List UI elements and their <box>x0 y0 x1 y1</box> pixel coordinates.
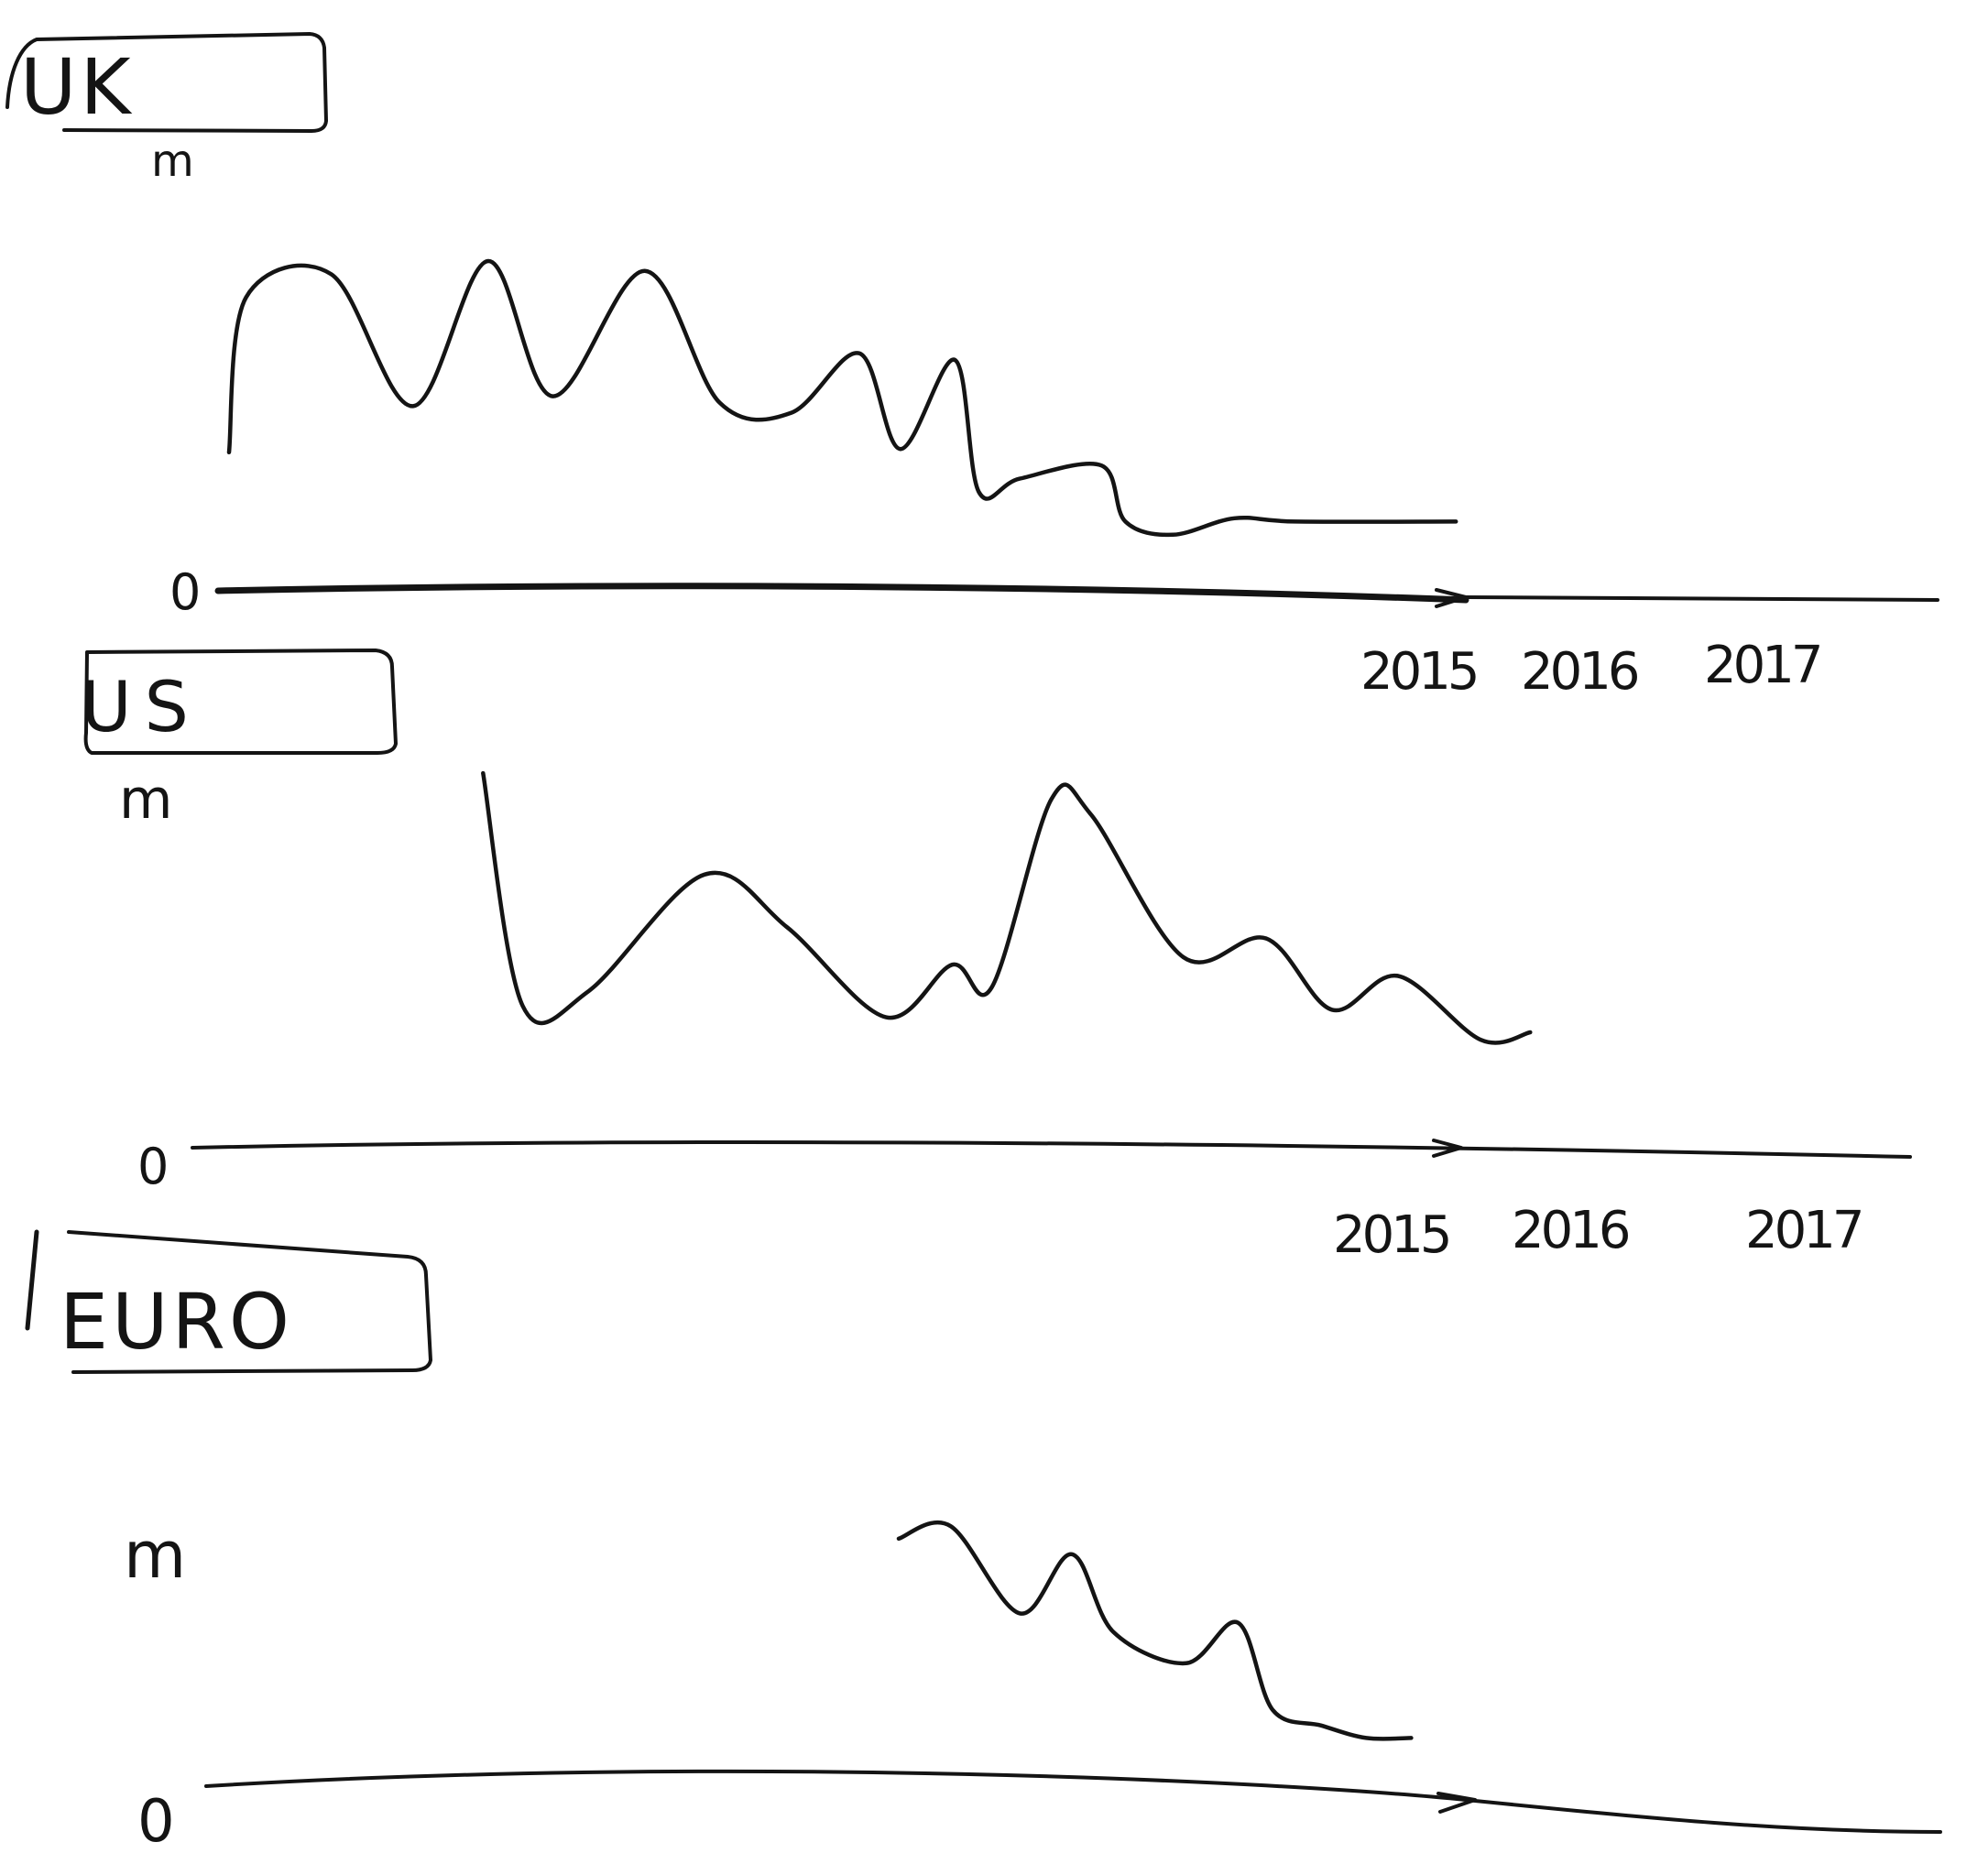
chart-us: US m 0 2015 2016 2017 <box>81 649 1912 1265</box>
chart-title-euro: EURO <box>60 1277 293 1367</box>
y-zero-label-us: 0 <box>137 1138 169 1195</box>
chart-euro: EURO m 0 <box>25 1229 1942 1856</box>
y-axis-label-euro: m <box>124 1518 186 1593</box>
title-box-euro <box>67 1230 432 1374</box>
chart-title-us: US <box>81 666 202 747</box>
data-line-euro <box>896 1520 1414 1741</box>
x-axis-us <box>191 1139 1912 1159</box>
x-axis-euro <box>204 1769 1942 1834</box>
title-box-us <box>83 649 398 755</box>
x-axis-arrow-euro <box>1436 1792 1477 1814</box>
x-axis-extension-uk <box>1464 595 1939 602</box>
x-tick-uk-2015: 2015 <box>1360 642 1477 702</box>
title-box-uk <box>5 32 328 133</box>
x-tick-us-2015: 2015 <box>1333 1205 1449 1265</box>
x-tick-uk-2017: 2017 <box>1704 636 1820 695</box>
y-zero-label-uk: 0 <box>169 563 201 621</box>
data-line-uk <box>226 258 1458 538</box>
x-tick-uk-2016: 2016 <box>1521 642 1638 702</box>
x-axis-arrow-uk <box>1435 588 1468 608</box>
x-axis-uk <box>214 583 1469 604</box>
x-axis-arrow-us <box>1432 1139 1463 1158</box>
x-tick-us-2016: 2016 <box>1512 1201 1629 1260</box>
x-tick-us-2017: 2017 <box>1745 1201 1862 1260</box>
y-axis-label-us: m <box>119 768 172 832</box>
y-zero-label-euro: 0 <box>137 1788 175 1856</box>
data-line-us <box>481 770 1533 1045</box>
chart-title-uk: UK <box>20 42 135 132</box>
chart-uk: UK m 0 2015 2016 2017 <box>5 32 1939 702</box>
y-axis-label-uk: m <box>151 136 194 187</box>
title-bar-euro <box>25 1229 39 1331</box>
